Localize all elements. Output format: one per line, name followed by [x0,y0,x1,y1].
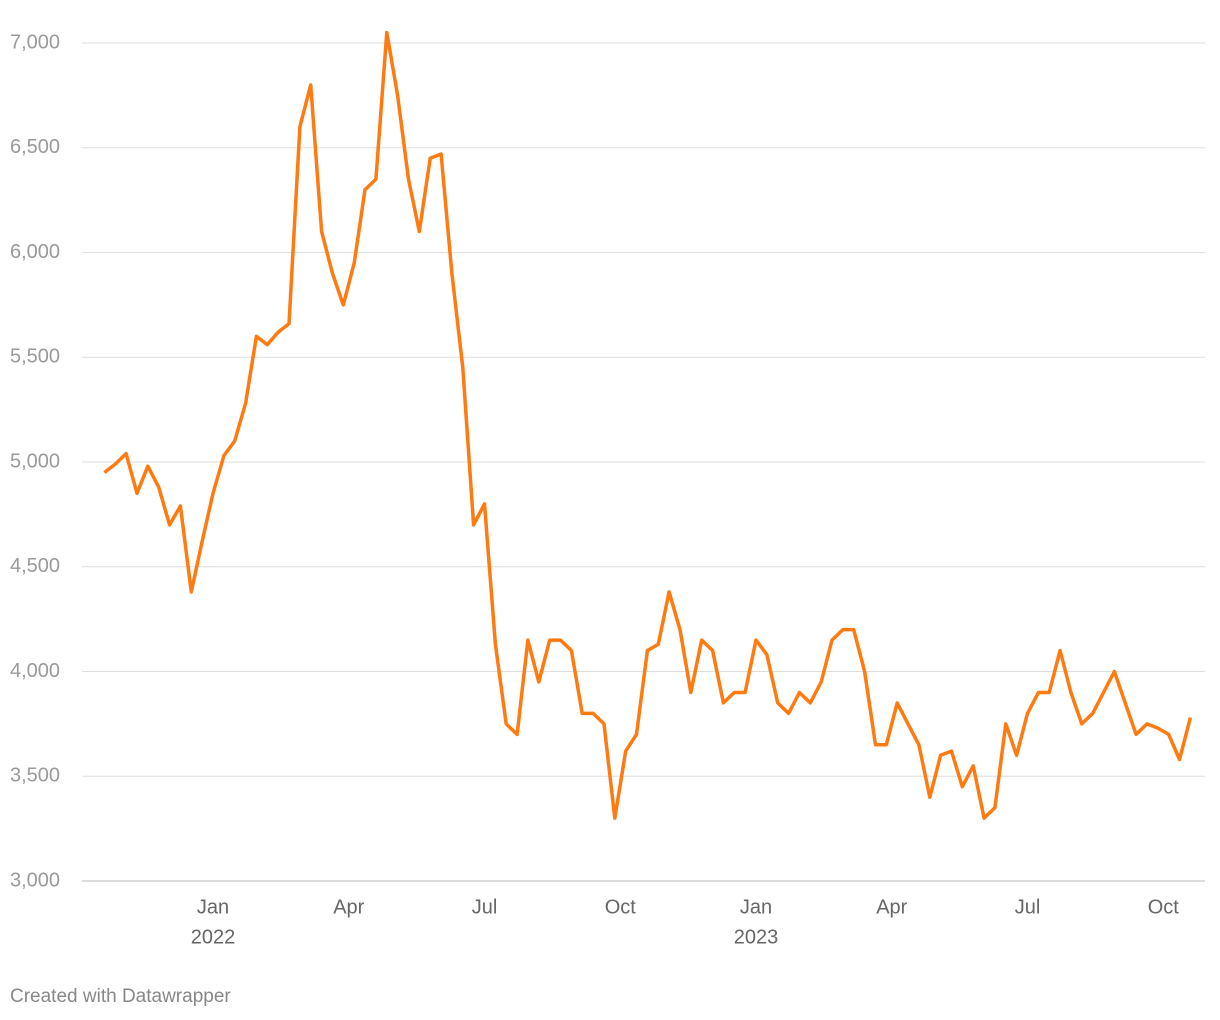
x-tick-label: Oct [605,896,637,918]
x-year-label: 2022 [191,926,236,948]
x-year-label: 2023 [734,926,779,948]
y-tick-label: 7,000 [10,31,60,53]
x-tick-label: Jul [1015,896,1041,918]
y-tick-label: 4,500 [10,555,60,577]
y-tick-label: 5,500 [10,346,60,368]
footer: Created with Datawrapper [10,986,231,1007]
x-tick-label: Jul [472,896,498,918]
x-tick-label: Jan [197,896,229,918]
y-tick-label: 3,500 [10,765,60,787]
line [103,30,1193,820]
x-tick-label: Apr [333,896,364,918]
y-tick-label: 6,000 [10,241,60,263]
y-tick-label: 6,500 [10,136,60,158]
x-tick-label: Apr [876,896,907,918]
y-tick-label: 5,000 [10,450,60,472]
x-tick-label: Jan [740,896,772,918]
x-tick-label: Oct [1148,896,1180,918]
y-tick-label: 3,000 [10,869,60,891]
y-tick-label: 4,000 [10,660,60,682]
